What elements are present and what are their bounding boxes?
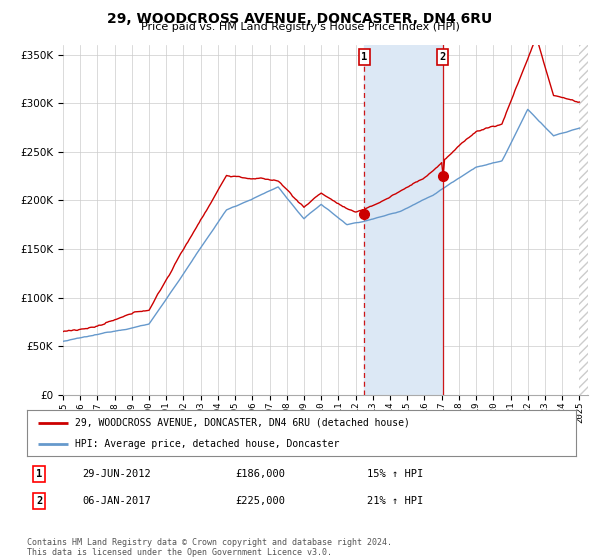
Text: 29-JUN-2012: 29-JUN-2012 bbox=[82, 469, 151, 479]
Text: 06-JAN-2017: 06-JAN-2017 bbox=[82, 496, 151, 506]
Text: 1: 1 bbox=[36, 469, 42, 479]
Text: 2: 2 bbox=[36, 496, 42, 506]
Text: £186,000: £186,000 bbox=[236, 469, 286, 479]
Text: £225,000: £225,000 bbox=[236, 496, 286, 506]
Text: 1: 1 bbox=[361, 52, 367, 62]
Bar bbox=[580, 45, 588, 395]
Text: Contains HM Land Registry data © Crown copyright and database right 2024.
This d: Contains HM Land Registry data © Crown c… bbox=[27, 538, 392, 557]
Text: Price paid vs. HM Land Registry's House Price Index (HPI): Price paid vs. HM Land Registry's House … bbox=[140, 22, 460, 32]
Text: 2: 2 bbox=[439, 52, 446, 62]
Text: HPI: Average price, detached house, Doncaster: HPI: Average price, detached house, Donc… bbox=[76, 439, 340, 449]
Text: 29, WOODCROSS AVENUE, DONCASTER, DN4 6RU (detached house): 29, WOODCROSS AVENUE, DONCASTER, DN4 6RU… bbox=[76, 418, 410, 428]
Text: 21% ↑ HPI: 21% ↑ HPI bbox=[367, 496, 424, 506]
Bar bbox=[364, 45, 443, 395]
Text: 29, WOODCROSS AVENUE, DONCASTER, DN4 6RU: 29, WOODCROSS AVENUE, DONCASTER, DN4 6RU bbox=[107, 12, 493, 26]
Text: 15% ↑ HPI: 15% ↑ HPI bbox=[367, 469, 424, 479]
